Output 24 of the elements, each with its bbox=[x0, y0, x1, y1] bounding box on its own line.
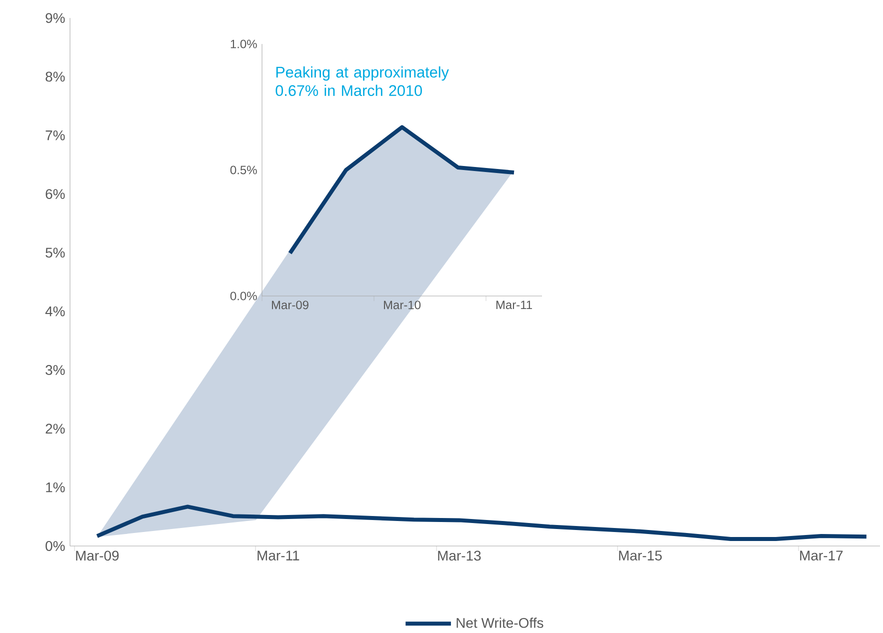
y-tick-label: 8% bbox=[46, 72, 65, 82]
y-tick-label: 5% bbox=[46, 248, 65, 258]
y-tick-label: 3% bbox=[46, 365, 65, 375]
x-tick-label: Mar-17 bbox=[800, 550, 843, 560]
y-tick-label: 1.0% bbox=[230, 40, 257, 48]
x-tick-label: Mar-10 bbox=[384, 300, 421, 310]
y-tick-label: 0.0% bbox=[230, 292, 257, 300]
y-tick-label: 4% bbox=[45, 306, 65, 316]
x-tick-label: Mar-09 bbox=[272, 300, 308, 310]
y-tick-label: 6% bbox=[46, 189, 65, 199]
line-series bbox=[288, 125, 516, 256]
y-tick-label: 1% bbox=[46, 482, 65, 492]
x-tick-label: Mar-13 bbox=[438, 550, 481, 561]
x-tick-label: Mar-15 bbox=[619, 550, 662, 560]
y-tick-label: 7% bbox=[46, 130, 65, 140]
y-tick-label: 9% bbox=[46, 13, 65, 23]
y-tick-label: 0.5% bbox=[230, 166, 257, 174]
x-tick-label: Mar-09 bbox=[76, 550, 119, 561]
y-tick-label: 2% bbox=[46, 424, 65, 434]
legend-label: Net Write-Offs bbox=[456, 618, 544, 628]
y-tick-label: 0% bbox=[46, 541, 65, 551]
annotation: Peaking at approximately 0.67% in March 2010 bbox=[276, 66, 449, 96]
x-tick-label: Mar-11 bbox=[258, 550, 300, 560]
x-tick-label: Mar-11 bbox=[496, 300, 532, 310]
